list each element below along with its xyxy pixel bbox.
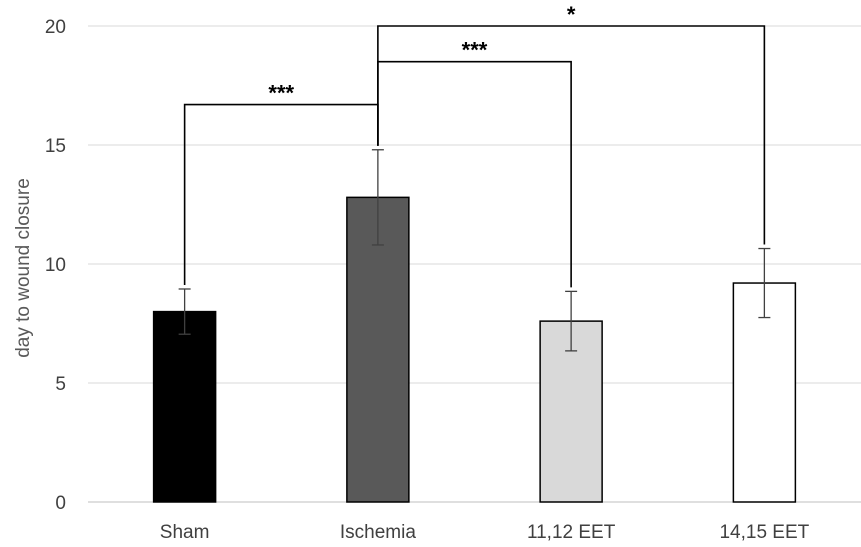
x-category-label: 14,15 EET	[719, 522, 809, 543]
error-bar	[178, 288, 191, 335]
error-bar	[758, 247, 771, 319]
y-tick-label: 10	[45, 255, 66, 276]
y-tick-label: 15	[45, 136, 66, 157]
y-axis-title: day to wound closure	[13, 178, 34, 358]
x-category-label: 11,12 EET	[527, 522, 616, 543]
x-category-label: Sham	[160, 522, 210, 543]
y-tick-label: 0	[55, 493, 66, 514]
significance-brackets: *******	[183, 2, 766, 288]
bar-sham	[152, 310, 217, 503]
significance-bracket: ***	[377, 38, 572, 288]
x-category-labels: Sham Ischemia 11,12 EET 14,15 EET	[160, 522, 810, 543]
x-category-label: Ischemia	[340, 522, 416, 543]
significance-label: *	[567, 2, 576, 27]
error-bars	[178, 149, 771, 352]
y-tick-labels: 0 5 10 15 20	[45, 17, 66, 514]
significance-bracket: *	[377, 2, 766, 245]
bar-11-12-eet	[539, 320, 603, 503]
y-tick-label: 5	[55, 374, 66, 395]
significance-label: ***	[462, 38, 488, 63]
error-bar	[371, 149, 384, 246]
bars	[152, 196, 797, 503]
significance-label: ***	[268, 81, 294, 106]
y-tick-label: 20	[45, 17, 66, 38]
error-bar	[565, 290, 578, 352]
bar-ischemia	[346, 196, 410, 503]
